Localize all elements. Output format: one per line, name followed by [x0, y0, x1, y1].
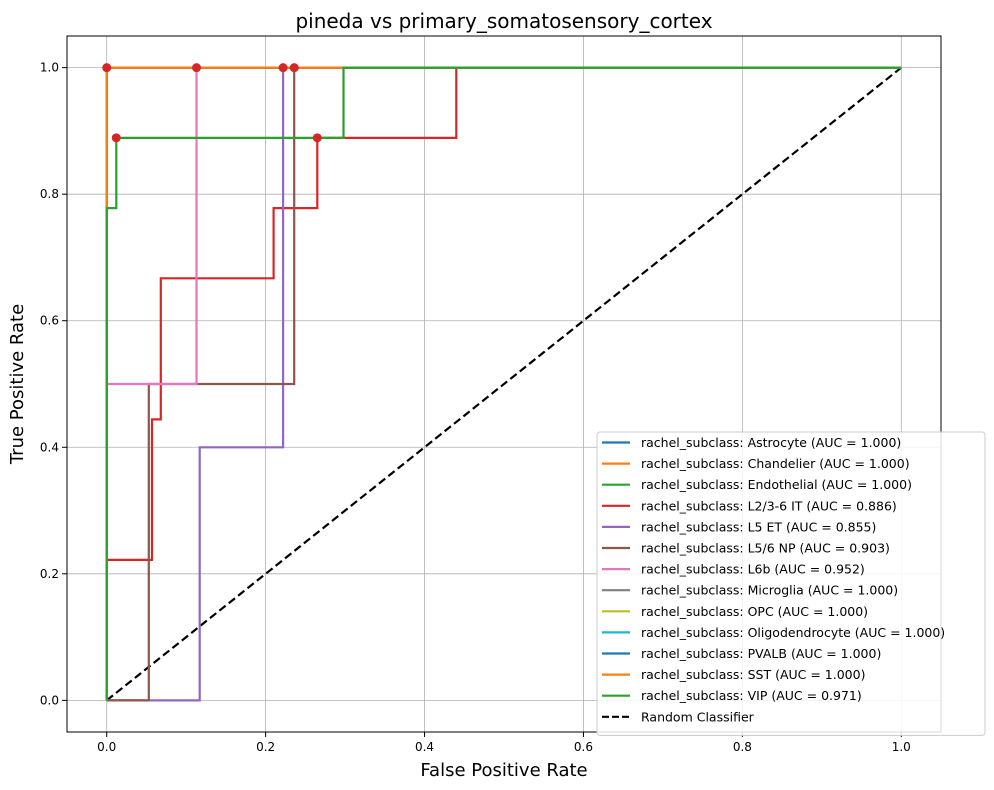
legend-label: rachel_subclass: PVALB (AUC = 1.000) [641, 646, 881, 661]
roc-curve-3 [105, 66, 902, 701]
optimal-threshold-marker [312, 133, 322, 143]
legend-label: rachel_subclass: SST (AUC = 1.000) [641, 667, 865, 682]
legend-label: rachel_subclass: OPC (AUC = 1.000) [641, 604, 868, 619]
x-tick-label: 0.0 [97, 740, 116, 754]
y-tick-label: 0.8 [40, 187, 59, 201]
legend-label: rachel_subclass: Endothelial (AUC = 1.00… [641, 477, 912, 492]
x-axis-label: False Positive Rate [420, 760, 587, 781]
y-tick-label: 0.0 [40, 693, 59, 707]
x-tick-label: 0.6 [574, 740, 593, 754]
axes: 0.0 0.2 0.4 0.6 0.8 1.0 0.0 0.2 0.4 0.6 0.8 1.0 [40, 61, 911, 754]
optimal-threshold-marker [278, 63, 288, 73]
y-tick-label: 0.6 [40, 314, 59, 328]
legend-box [596, 431, 986, 736]
x-tick-label: 1.0 [892, 740, 911, 754]
legend-label: rachel_subclass: Astrocyte (AUC = 1.000) [641, 435, 901, 450]
y-tick-label: 0.2 [40, 567, 59, 581]
y-tick-label: 0.4 [40, 440, 59, 454]
plot-frame [66, 35, 942, 733]
optimal-point-markers [102, 63, 322, 143]
y-tick-label: 1.0 [40, 61, 59, 75]
random-classifier-line [106, 66, 902, 702]
optimal-threshold-marker [192, 63, 202, 73]
optimal-threshold-marker [111, 133, 121, 143]
y-axis-label: True Positive Rate [7, 304, 28, 465]
legend-label: rachel_subclass: Chandelier (AUC = 1.000… [641, 456, 910, 471]
chart-title: pineda vs primary_somatosensory_cortex [295, 9, 712, 33]
legend-label: rachel_subclass: Oligodendrocyte (AUC = … [641, 625, 945, 640]
legend-label: rachel_subclass: VIP (AUC = 0.971) [641, 688, 862, 703]
legend: rachel_subclass: Astrocyte (AUC = 1.000)… [596, 431, 986, 736]
optimal-threshold-marker [289, 63, 299, 73]
legend-label: rachel_subclass: L5/6 NP (AUC = 0.903) [641, 541, 890, 556]
optimal-threshold-marker [102, 63, 112, 73]
x-tick-label: 0.4 [415, 740, 434, 754]
legend-label: rachel_subclass: L5 ET (AUC = 0.855) [641, 519, 876, 534]
x-tick-label: 0.2 [256, 740, 275, 754]
legend-label: rachel_subclass: Microglia (AUC = 1.000) [641, 583, 898, 598]
legend-label: Random Classifier [641, 709, 755, 724]
legend-label: rachel_subclass: L2/3-6 IT (AUC = 0.886) [641, 498, 897, 513]
x-tick-label: 0.8 [733, 740, 752, 754]
legend-label: rachel_subclass: L6b (AUC = 0.952) [641, 562, 865, 577]
